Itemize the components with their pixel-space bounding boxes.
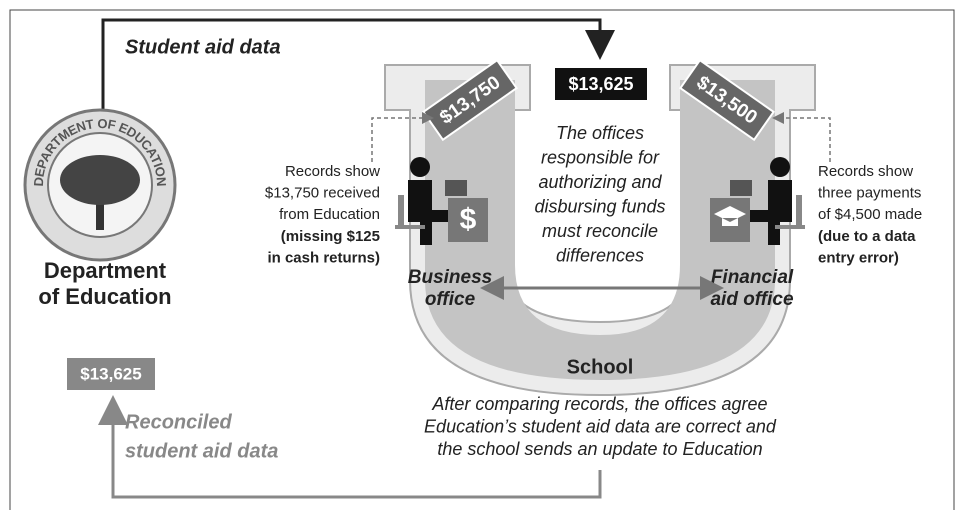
office-note-bold: (missing $125	[281, 228, 380, 245]
center-note: The offices	[556, 123, 644, 143]
return-label: Reconciled	[125, 411, 232, 433]
office-note: three payments	[818, 184, 921, 201]
center-note: differences	[556, 245, 644, 265]
office-note-bold: entry error)	[818, 249, 899, 266]
center-note: responsible for	[541, 147, 660, 167]
office-note: $13,750 received	[265, 184, 380, 201]
office-name: Financial	[711, 267, 794, 288]
office-note-bold: in cash returns)	[267, 249, 380, 266]
outcome-note: After comparing records, the offices agr…	[431, 394, 767, 414]
outcome-note: Education’s student aid data are correct…	[424, 416, 777, 436]
department-name: Department	[44, 258, 167, 283]
flow-label: Student aid data	[125, 36, 281, 58]
center-note: disbursing funds	[534, 196, 665, 216]
icon-box	[710, 198, 750, 242]
department-name: of Education	[38, 284, 171, 309]
tree-crown	[60, 155, 140, 205]
diagram: Student aid data $13,625 DEPARTMENT OF E…	[0, 0, 964, 510]
office-note-bold: (due to a data	[818, 228, 916, 245]
office-name: aid office	[710, 289, 793, 310]
icon: $	[460, 203, 477, 236]
amount: $13,625	[80, 364, 141, 383]
outcome-note: the school sends an update to Education	[437, 439, 762, 459]
office-name: Business	[408, 267, 492, 288]
amount: $13,625	[568, 74, 633, 94]
center-note: must reconcile	[542, 221, 658, 241]
school-label: School	[567, 356, 634, 378]
office-note: Records show	[818, 163, 913, 180]
office-note: Records show	[285, 163, 380, 180]
office-name: office	[425, 289, 476, 310]
center-note: authorizing and	[538, 172, 662, 192]
office-note: of $4,500 made	[818, 206, 922, 223]
return-label: student aid data	[125, 440, 278, 462]
office-note: from Education	[279, 206, 380, 223]
